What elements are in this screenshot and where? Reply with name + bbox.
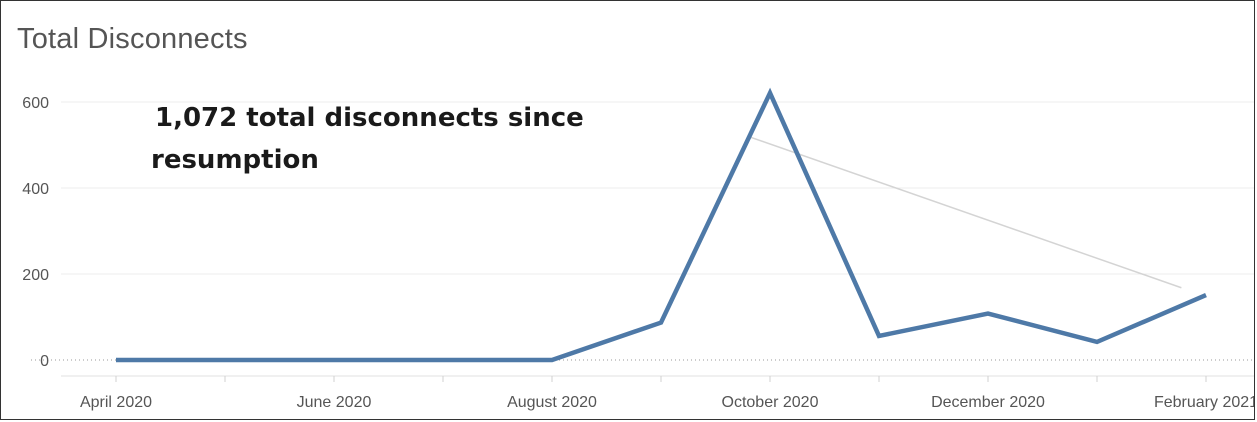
x-tick-label: October 2020 xyxy=(722,394,819,411)
x-tick-label: April 2020 xyxy=(80,394,152,411)
y-tick-label: 200 xyxy=(22,267,49,284)
summary-annotation: 1,072 total disconnects since resumption xyxy=(151,97,584,181)
x-tick-label: December 2020 xyxy=(931,394,1045,411)
x-axis-ticks: April 2020 June 2020 August 2020 October 20… xyxy=(80,376,1255,411)
annotation-line-1: 1,072 total disconnects since xyxy=(155,103,584,133)
trend-layer xyxy=(747,135,1182,289)
series-layer xyxy=(115,87,1207,363)
x-tick-label: February 2021 xyxy=(1154,394,1255,411)
y-axis-ticks: 0 200 400 600 xyxy=(22,95,49,370)
y-tick-label: 0 xyxy=(40,353,49,370)
y-tick-label: 600 xyxy=(22,95,49,112)
x-tick-label: August 2020 xyxy=(507,394,597,411)
trend-line xyxy=(747,135,1182,289)
chart-title: Total Disconnects xyxy=(17,23,248,55)
annotation-line-2: resumption xyxy=(151,145,319,175)
y-tick-label: 400 xyxy=(22,181,49,198)
x-tick-label: June 2020 xyxy=(297,394,372,411)
